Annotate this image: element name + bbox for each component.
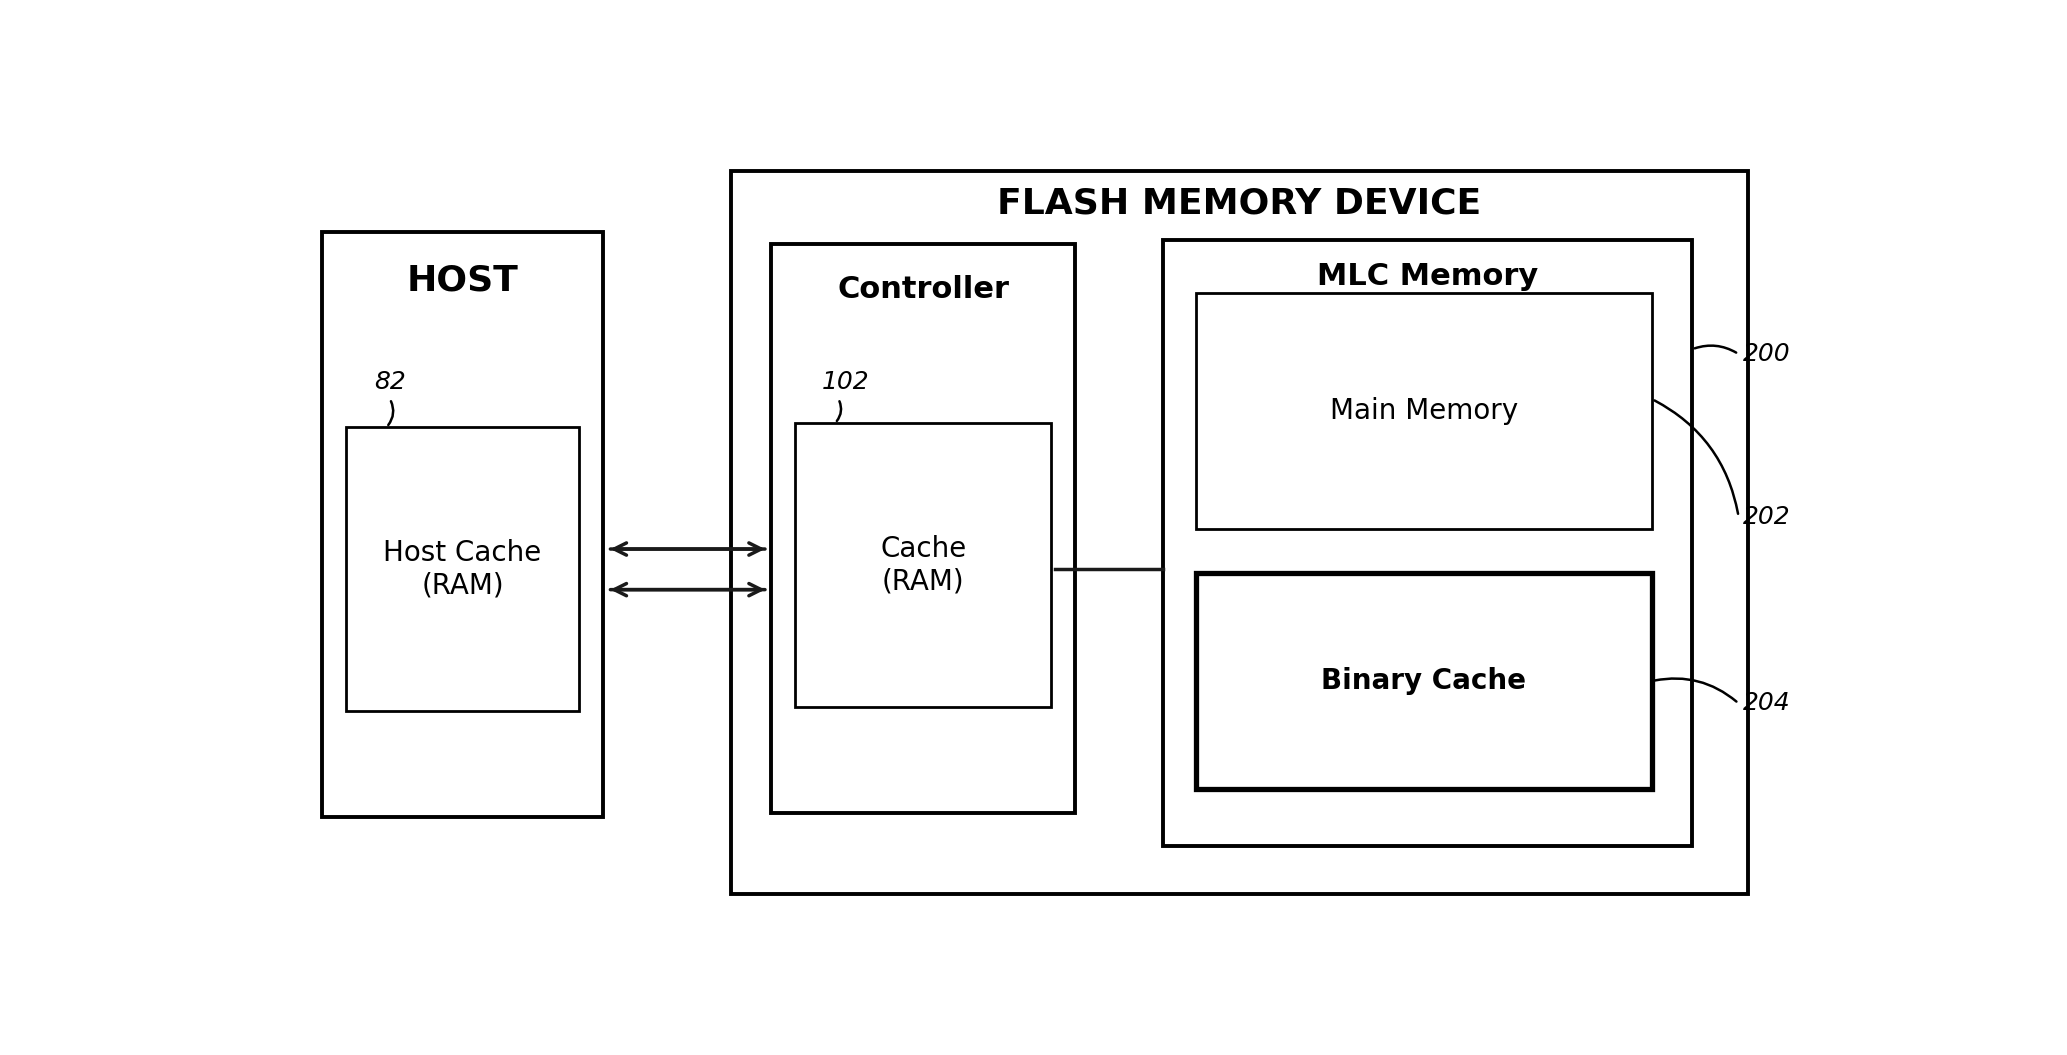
Text: MLC Memory: MLC Memory: [1317, 263, 1538, 291]
Bar: [771, 245, 1075, 813]
Text: Binary Cache: Binary Cache: [1321, 667, 1525, 694]
Text: 200: 200: [1742, 342, 1790, 366]
Bar: [347, 427, 579, 711]
Text: 102: 102: [823, 370, 870, 395]
Text: HOST: HOST: [407, 264, 519, 298]
Text: Cache
(RAM): Cache (RAM): [881, 535, 965, 595]
Bar: [322, 232, 604, 817]
Bar: [796, 423, 1052, 708]
Bar: [1195, 574, 1652, 789]
Text: 202: 202: [1742, 504, 1790, 529]
Text: Main Memory: Main Memory: [1329, 397, 1517, 425]
Text: FLASH MEMORY DEVICE: FLASH MEMORY DEVICE: [998, 187, 1482, 220]
Bar: [1195, 293, 1652, 529]
Bar: [732, 171, 1749, 895]
Text: Controller: Controller: [837, 274, 1009, 304]
Bar: [1164, 241, 1693, 845]
Text: 204: 204: [1742, 691, 1790, 715]
Text: Host Cache
(RAM): Host Cache (RAM): [384, 539, 542, 599]
Text: 82: 82: [374, 370, 405, 395]
